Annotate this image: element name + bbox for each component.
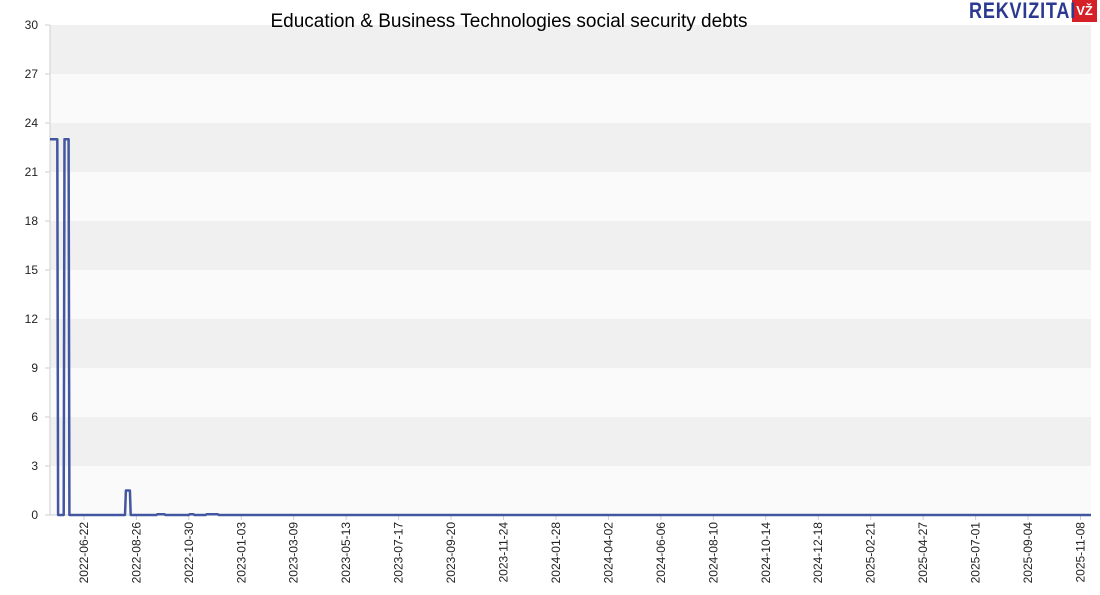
x-tick-label: 2025-11-08	[1074, 522, 1088, 583]
y-tick-label: 21	[25, 165, 39, 179]
grid-band	[50, 123, 1091, 172]
grid-band	[50, 270, 1091, 319]
series-layer	[50, 138, 1091, 517]
y-tick-label: 15	[25, 263, 39, 277]
grid-band	[50, 368, 1091, 417]
grid-band	[50, 172, 1091, 221]
x-tick-label: 2023-11-24	[497, 522, 511, 583]
y-tick-label: 12	[25, 312, 39, 326]
brand-wordmark: REKVIZITAI	[969, 0, 1077, 23]
x-tick-label: 2024-12-18	[811, 522, 825, 584]
x-tick-label: 2024-01-28	[549, 522, 563, 584]
y-tick-label: 6	[31, 410, 38, 424]
x-tick-label: 2025-07-01	[969, 522, 983, 584]
grid-bands	[50, 25, 1091, 515]
y-axis: 0 3 6 9 12 15 18 21 24 27 30	[25, 18, 51, 522]
y-tick-label: 18	[25, 214, 39, 228]
grid-band	[50, 466, 1091, 515]
grid-band	[50, 319, 1091, 368]
grid-band	[50, 25, 1091, 74]
x-tick-label: 2024-04-02	[601, 522, 615, 584]
y-tick-label: 9	[31, 361, 38, 375]
x-tick-label: 2024-06-06	[654, 522, 668, 584]
x-tick-label: 2022-10-30	[182, 522, 196, 584]
x-tick-label: 2025-04-27	[916, 522, 930, 584]
x-tick-label: 2024-10-14	[759, 522, 773, 584]
x-tick-label: 2023-07-17	[392, 522, 406, 584]
x-tick-label: 2022-06-22	[77, 522, 91, 584]
x-tick-label: 2023-03-09	[287, 522, 301, 584]
series-line	[50, 138, 1091, 517]
y-tick-label: 0	[31, 508, 38, 522]
grid-band	[50, 74, 1091, 123]
grid-band	[50, 221, 1091, 270]
x-tick-label: 2025-09-04	[1021, 522, 1035, 584]
y-tick-label: 27	[25, 67, 39, 81]
x-tick-label: 2024-08-10	[706, 522, 720, 584]
x-tick-label: 2023-05-13	[339, 522, 353, 584]
y-tick-label: 30	[25, 18, 39, 32]
y-tick-label: 3	[31, 459, 38, 473]
y-tick-label: 24	[25, 116, 39, 130]
brand-badge: VŽ	[1072, 0, 1097, 22]
chart-title: Education & Business Technologies social…	[270, 11, 748, 32]
x-tick-label: 2023-09-20	[444, 522, 458, 584]
x-axis: 2022-06-22 2022-08-26 2022-10-30 2023-01-03…	[50, 514, 1091, 584]
grid-band	[50, 417, 1091, 466]
x-tick-label: 2022-08-26	[129, 522, 143, 584]
brand-logo[interactable]: REKVIZITAI VŽ	[969, 0, 1097, 22]
x-tick-label: 2023-01-03	[234, 522, 248, 584]
x-tick-label: 2025-02-21	[864, 522, 878, 584]
